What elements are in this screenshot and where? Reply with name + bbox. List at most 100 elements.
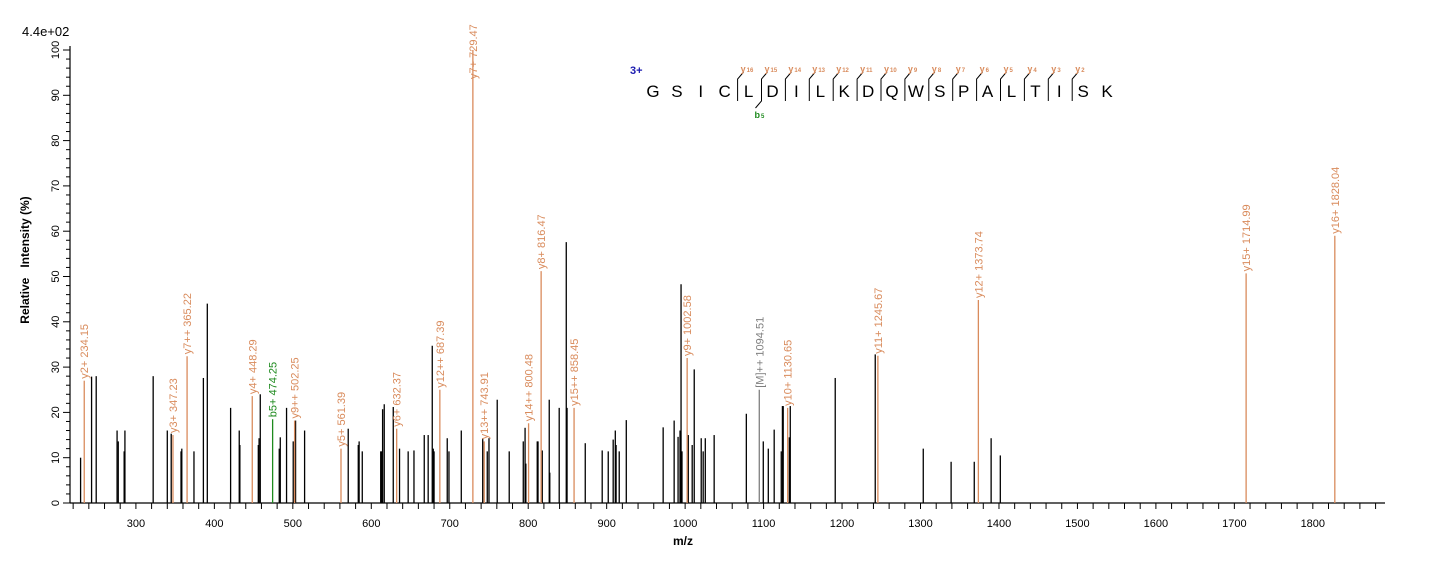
y-ion-label: y12 <box>836 64 849 74</box>
y-ion-marker <box>1047 71 1055 101</box>
peak-label: y7+ 729.47 <box>468 24 480 79</box>
peak-label: y8+ 816.47 <box>536 214 548 269</box>
y-ion-marker <box>880 71 888 101</box>
y-tick-label: 0 <box>50 500 62 506</box>
y-ion-label: y14 <box>788 64 801 74</box>
y-ion-marker <box>832 71 840 101</box>
residue: A <box>982 82 994 101</box>
y-ion-marker <box>1000 71 1007 101</box>
y-ion-number: 13 <box>818 68 825 74</box>
peak-label: y12++ 687.39 <box>435 320 447 387</box>
residue: G <box>646 82 659 101</box>
peak-label: y15++ 858.45 <box>569 339 581 406</box>
x-tick-label: 1400 <box>987 518 1011 530</box>
peak-label: y16+ 1828.04 <box>1330 167 1342 234</box>
peak-label: y3+ 347.23 <box>168 378 180 433</box>
x-tick-label: 1100 <box>752 518 776 530</box>
y-ion-number: 11 <box>866 68 873 74</box>
y-axis-title: Relative Intensity (%) <box>18 196 32 323</box>
y-ion-label: y5 <box>1004 64 1014 74</box>
residue: L <box>1007 82 1016 101</box>
residue: K <box>839 82 851 101</box>
y-ion-label: y6 <box>980 64 990 74</box>
y-tick-label: 20 <box>50 406 62 418</box>
y-ion-label: y3 <box>1051 64 1061 74</box>
y-tick-label: 80 <box>50 134 62 146</box>
b-ion-marker <box>755 79 762 109</box>
residue: W <box>908 82 924 101</box>
y-ion-number: 6 <box>986 68 990 74</box>
peak-label: y14++ 800.48 <box>524 354 536 421</box>
y-ion-number: 15 <box>771 68 778 74</box>
y-ion-label: y4 <box>1027 64 1037 74</box>
residue: L <box>744 82 753 101</box>
peak-label: y7++ 365.22 <box>182 293 194 354</box>
y-tick-label: 90 <box>50 89 62 101</box>
y-tick-label: 100 <box>50 41 62 59</box>
y-ion-marker <box>928 71 936 101</box>
residue: L <box>816 82 825 101</box>
x-axis-title: m/z <box>673 534 693 548</box>
peak-labels: y2+ 234.15 y3+ 347.23 y7++ 365.22 y4+ 448.2… <box>79 24 1342 446</box>
intensity-scale-label: 4.4e+02 <box>22 24 69 39</box>
x-tick-label: 1600 <box>1144 518 1168 530</box>
residue: D <box>766 82 778 101</box>
y-tick-label: 60 <box>50 225 62 237</box>
x-tick-label: 900 <box>597 518 615 530</box>
y-ion-number: 5 <box>1010 68 1014 74</box>
residue: I <box>794 82 799 101</box>
x-tick-label: 600 <box>362 518 380 530</box>
y-ion-label: y11 <box>860 64 873 74</box>
y-ion-number: 3 <box>1057 68 1061 74</box>
peak-label: y15+ 1714.99 <box>1241 204 1253 271</box>
x-tick-label: 1800 <box>1301 518 1325 530</box>
y-ion-marker <box>976 71 983 101</box>
y-ion-number: 8 <box>938 68 942 74</box>
x-tick-label: 1000 <box>673 518 697 530</box>
residue: T <box>1030 82 1040 101</box>
y-ion-label: y2 <box>1075 64 1085 74</box>
x-tick-label: 1700 <box>1222 518 1246 530</box>
y-ion-number: 2 <box>1081 68 1085 74</box>
y-ion-marker <box>737 71 744 101</box>
y-ion-number: 4 <box>1033 68 1037 74</box>
residue: I <box>698 82 703 101</box>
y-ion-label: y9 <box>908 64 918 74</box>
y-ion-number: 12 <box>842 68 849 74</box>
y-ion-marker <box>1023 71 1031 101</box>
y-ion-marker <box>952 71 960 101</box>
peak-label: y10+ 1130.65 <box>783 340 795 406</box>
peaks <box>79 50 1336 503</box>
y-ion-label: y13 <box>812 64 825 74</box>
y-ion-number: 10 <box>890 68 897 74</box>
x-tick-label: 800 <box>519 518 537 530</box>
residue: Q <box>885 82 898 101</box>
x-tick-label: 700 <box>441 518 459 530</box>
residue: S <box>934 82 945 101</box>
y-ion-label: y10 <box>884 64 897 74</box>
peak-label: y9++ 502.25 <box>290 357 302 418</box>
x-tick-label: 400 <box>205 518 223 530</box>
peak-label: y2+ 234.15 <box>79 324 91 379</box>
residue: S <box>671 82 682 101</box>
y-tick-label: 10 <box>50 452 62 464</box>
y-tick-label: 40 <box>50 316 62 328</box>
peak-label: y6+ 632.37 <box>392 372 404 427</box>
b-ion-label: b5 <box>755 110 766 120</box>
residue: P <box>958 82 969 101</box>
residue: I <box>1057 82 1062 101</box>
residue: K <box>1101 82 1113 101</box>
y-tick-label: 30 <box>50 361 62 373</box>
y-tick-label: 70 <box>50 180 62 192</box>
axes: 300 400 500 600 700 800 900 1000 1100 1200 1300 140… <box>50 41 1385 530</box>
residue: C <box>719 82 731 101</box>
x-tick-label: 1300 <box>908 518 932 530</box>
x-tick-label: 1200 <box>830 518 854 530</box>
y-tick-label: 50 <box>50 270 62 282</box>
y-ion-number: 9 <box>914 68 918 74</box>
peak-label: y4+ 448.29 <box>247 339 259 394</box>
peak-label: b5+ 474.25 <box>268 362 280 417</box>
y-ion-label: y8 <box>932 64 942 74</box>
